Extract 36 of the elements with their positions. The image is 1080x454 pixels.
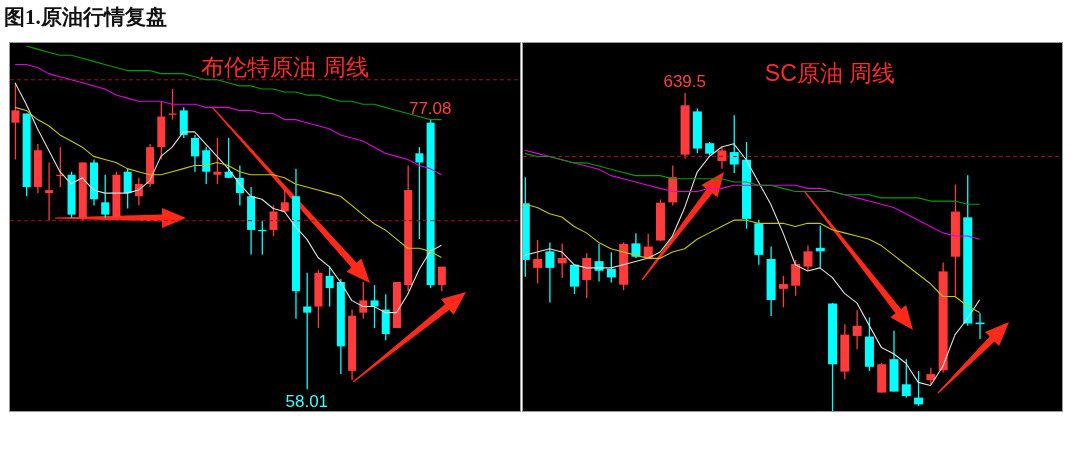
candlestick	[11, 82, 20, 161]
chart-title: SC原油 周线	[764, 59, 896, 88]
candlestick	[437, 266, 446, 292]
candlestick	[717, 146, 727, 170]
candlestick	[415, 146, 424, 240]
candlestick	[557, 242, 567, 279]
candlestick	[533, 239, 543, 285]
candlestick	[606, 251, 616, 284]
candlestick	[370, 284, 379, 329]
candlestick	[729, 114, 739, 174]
candlestick	[901, 358, 911, 399]
candlestick	[631, 232, 641, 259]
candlestick	[359, 281, 368, 320]
annotation: 58.01	[285, 392, 329, 412]
candlestick	[803, 244, 813, 272]
candlestick	[325, 266, 334, 308]
candlestick	[303, 272, 312, 390]
annotation: 77.08	[408, 98, 452, 118]
candlestick	[190, 134, 199, 173]
chart-subtitle: 布伦特原油 周线	[201, 53, 369, 82]
candlestick	[123, 167, 132, 210]
candlestick	[569, 263, 579, 295]
candlestick	[778, 275, 788, 308]
chart-title: 图1.原油行情复盘	[4, 4, 167, 31]
candlestick	[202, 146, 211, 185]
candlestick	[213, 137, 222, 185]
candlestick	[545, 241, 555, 304]
candlestick	[582, 252, 592, 299]
candlestick	[791, 259, 801, 297]
annotation: 639.5	[663, 71, 706, 91]
candlestick	[168, 88, 177, 121]
candlestick	[852, 309, 862, 350]
candlestick	[914, 370, 924, 407]
candlestick	[45, 161, 54, 222]
candlestick	[269, 204, 278, 237]
candlestick	[101, 174, 110, 219]
